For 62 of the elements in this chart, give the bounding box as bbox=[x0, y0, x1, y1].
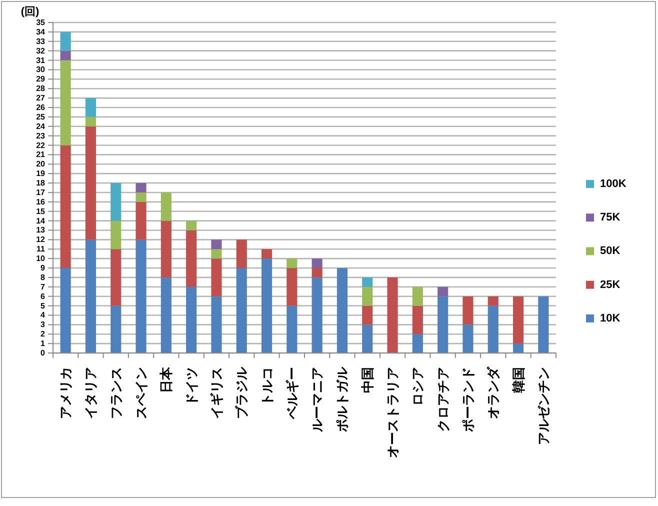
y-tick-label: 13 bbox=[36, 226, 46, 235]
y-tick-label: 14 bbox=[36, 216, 46, 226]
x-tick-label: 中国 bbox=[360, 367, 375, 393]
y-tick-label: 16 bbox=[36, 197, 46, 206]
x-tick-label: 日本 bbox=[158, 366, 174, 393]
y-tick-label: 15 bbox=[36, 206, 46, 216]
y-tick-label: 18 bbox=[36, 178, 46, 188]
x-tick-label: オーストラリア bbox=[385, 367, 400, 458]
x-tick-label: ルーマニア bbox=[310, 367, 325, 433]
y-tick-label: 8 bbox=[40, 272, 46, 282]
legend-label: 50K bbox=[600, 245, 620, 258]
x-tick-label: ベルギー bbox=[284, 367, 300, 420]
y-tick-label: 24 bbox=[36, 122, 46, 131]
y-tick-label: 17 bbox=[36, 188, 46, 197]
x-tick-label: トルコ bbox=[259, 367, 274, 406]
x-tick-label: イタリア bbox=[83, 367, 98, 419]
y-tick-label: 34 bbox=[36, 27, 46, 36]
y-tick-label: 22 bbox=[36, 140, 46, 150]
legend-label: 100K bbox=[600, 178, 626, 190]
x-tick-label: ポーランド bbox=[460, 367, 476, 433]
y-tick-label: 23 bbox=[36, 131, 46, 140]
x-tick-label: ドイツ bbox=[184, 367, 199, 406]
y-axis-title: (回) bbox=[20, 6, 40, 18]
y-tick-label: 25 bbox=[36, 112, 46, 122]
y-tick-label: 9 bbox=[40, 264, 46, 273]
y-tick-label: 3 bbox=[40, 320, 46, 330]
y-tick-label: 21 bbox=[36, 150, 46, 160]
y-tick-label: 28 bbox=[36, 84, 46, 94]
y-tick-label: 32 bbox=[36, 46, 46, 56]
legend-label: 25K bbox=[600, 278, 620, 291]
legend-label: 75K bbox=[600, 212, 620, 224]
y-tick-label: 33 bbox=[36, 36, 46, 46]
y-tick-label: 26 bbox=[36, 102, 46, 112]
x-tick-label: ポルトガル bbox=[334, 366, 350, 433]
x-tick-label: スペイン bbox=[134, 367, 149, 419]
y-tick-label: 2 bbox=[40, 330, 46, 339]
x-tick-label: ロシア bbox=[410, 367, 426, 406]
x-tick-label: アメリカ bbox=[58, 367, 74, 419]
y-tick-label: 29 bbox=[36, 74, 46, 84]
y-tick-label: 4 bbox=[40, 310, 46, 320]
y-tick-label: 20 bbox=[36, 160, 46, 169]
y-tick-label: 12 bbox=[36, 235, 46, 244]
y-tick-label: 30 bbox=[36, 65, 46, 74]
x-tick-label: イギリス bbox=[208, 367, 224, 419]
y-tick-label: 7 bbox=[40, 282, 46, 292]
x-tick-label: オランダ bbox=[486, 366, 501, 419]
y-tick-label: 0 bbox=[40, 348, 46, 358]
y-tick-label: 31 bbox=[36, 56, 46, 65]
legend-label: 10K bbox=[600, 312, 620, 324]
y-tick-label: 19 bbox=[36, 169, 46, 178]
x-tick-label: 韓国 bbox=[510, 367, 526, 393]
x-tick-label: クロアチア bbox=[435, 367, 450, 432]
x-tick-label: アルゼンチン bbox=[536, 367, 551, 445]
x-tick-label: ブラジル bbox=[234, 366, 250, 419]
y-tick-label: 35 bbox=[36, 18, 46, 27]
y-tick-label: 11 bbox=[36, 244, 46, 254]
x-tick-label: フランス bbox=[108, 367, 124, 419]
y-tick-label: 10 bbox=[36, 254, 46, 264]
y-tick-label: 6 bbox=[40, 292, 46, 301]
y-tick-label: 1 bbox=[40, 339, 46, 348]
y-tick-label: 27 bbox=[36, 94, 46, 103]
y-tick-label: 5 bbox=[40, 301, 46, 310]
